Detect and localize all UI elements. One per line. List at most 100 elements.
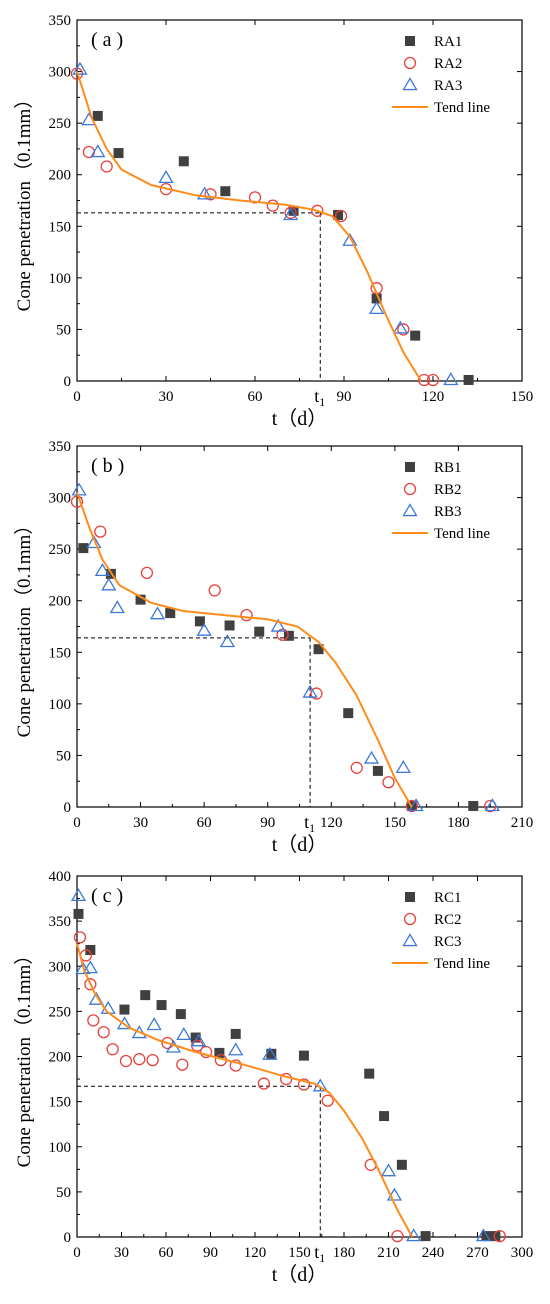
x-tick-label: 60 [248, 389, 263, 405]
x-tick-label: 0 [73, 815, 81, 831]
data-point [484, 798, 500, 812]
data-point [146, 1053, 159, 1067]
plot-frame [76, 445, 523, 808]
data-point [190, 1033, 207, 1047]
y-axis-label: Cone penetration（0.1mm） [13, 946, 35, 1168]
y-tick-label: 100 [49, 1140, 72, 1156]
x-tick-label: 120 [320, 815, 343, 831]
legend-swatch [405, 462, 415, 472]
data-point [176, 1058, 189, 1071]
legend-label: RA1 [434, 34, 462, 50]
data-point [165, 608, 176, 619]
threshold-label: t1 [304, 812, 315, 835]
y-tick-label: 250 [49, 542, 72, 558]
legend-label: Tend line [434, 526, 490, 542]
legend-label: RA2 [434, 56, 462, 72]
data-point [475, 1228, 492, 1242]
data-point [100, 160, 113, 173]
data-point [266, 199, 279, 212]
legend-swatch [403, 482, 417, 496]
data-point [176, 1027, 192, 1041]
data-point [106, 1043, 119, 1056]
data-point [392, 320, 409, 334]
data-point [288, 205, 299, 216]
legend-swatch [405, 892, 415, 902]
x-axis-label: t（d） [272, 407, 328, 430]
data-point [468, 800, 479, 811]
y-tick-label: 50 [56, 748, 71, 764]
threshold-label-sub: 1 [319, 395, 325, 409]
x-tick-label: 180 [333, 1245, 356, 1261]
y-tick-label: 0 [64, 1230, 72, 1246]
data-point [92, 110, 103, 121]
data-point [408, 798, 424, 812]
x-tick-label: 30 [159, 389, 174, 405]
y-tick-label: 200 [49, 1050, 72, 1066]
x-tick-label: 120 [244, 1245, 267, 1261]
x-tick-label: 90 [203, 1245, 218, 1261]
y-tick-label: 250 [49, 1004, 72, 1020]
x-tick-label: 150 [288, 1245, 311, 1261]
data-point [248, 191, 262, 204]
data-point [219, 634, 236, 648]
threshold-label-main: t [314, 386, 319, 406]
data-point [379, 1111, 390, 1122]
chart-panel-3: 0 30 60 90 120 150 180 210 240 270 300 0 50 100 150 200… [13, 869, 533, 1286]
data-point [86, 535, 102, 549]
data-point [214, 1047, 225, 1058]
y-tick-label: 350 [49, 914, 72, 930]
x-tick-label: 90 [260, 815, 275, 831]
y-tick-label: 0 [64, 800, 72, 816]
legend: RB1 RB2 RB3 Tend line [392, 460, 490, 542]
data-point [262, 1046, 278, 1060]
y-tick-label: 200 [49, 594, 72, 610]
data-point [84, 978, 97, 991]
data-point [156, 1000, 167, 1011]
x-axis-label: t（d） [272, 833, 328, 856]
data-point [254, 626, 265, 637]
data-point [372, 765, 383, 776]
data-point [490, 1231, 501, 1242]
data-point [364, 1068, 375, 1079]
legend-label: Tend line [434, 956, 490, 972]
data-point [276, 628, 289, 641]
x-tick-label: 30 [114, 1245, 129, 1261]
x-tick-label: 300 [511, 1245, 534, 1261]
series-ra1 [92, 110, 474, 385]
data-point [493, 1229, 506, 1243]
x-tick-label: 240 [422, 1245, 445, 1261]
data-point [73, 908, 84, 919]
data-point [109, 600, 125, 614]
legend-swatch [402, 503, 418, 517]
data-point [73, 931, 87, 944]
panel-label: ( a ) [91, 29, 123, 51]
panels-root: 0 30 60 90 120 150050100150200250300350t（d）Co… [13, 13, 533, 1286]
data-point [368, 301, 385, 315]
chart-panel-1: 0 30 60 90 120 150 0 50 100 150 200 250 300 350 t（d） Co… [13, 13, 533, 430]
data-point [350, 761, 363, 774]
data-point [230, 1028, 241, 1039]
data-point [208, 584, 221, 597]
legend-label: RC1 [434, 890, 462, 906]
series-tend-line [76, 943, 414, 1238]
data-point [310, 687, 323, 700]
data-point [82, 145, 96, 159]
legend-label: RC2 [434, 912, 462, 928]
data-point [87, 1014, 100, 1027]
data-point [410, 330, 421, 341]
data-point [131, 1025, 147, 1039]
x-tick-label: 60 [159, 1245, 174, 1261]
threshold-label: t1 [314, 386, 325, 409]
data-point [343, 708, 354, 719]
series-ra3 [72, 61, 459, 386]
data-point [229, 1059, 242, 1072]
trend-line [76, 492, 413, 808]
data-point [78, 543, 89, 554]
y-tick-label: 350 [49, 439, 72, 455]
legend-label: RB3 [434, 504, 462, 520]
series-rc3 [70, 888, 492, 1242]
data-point [204, 188, 217, 201]
data-point [298, 1050, 309, 1061]
data-point [113, 148, 124, 159]
